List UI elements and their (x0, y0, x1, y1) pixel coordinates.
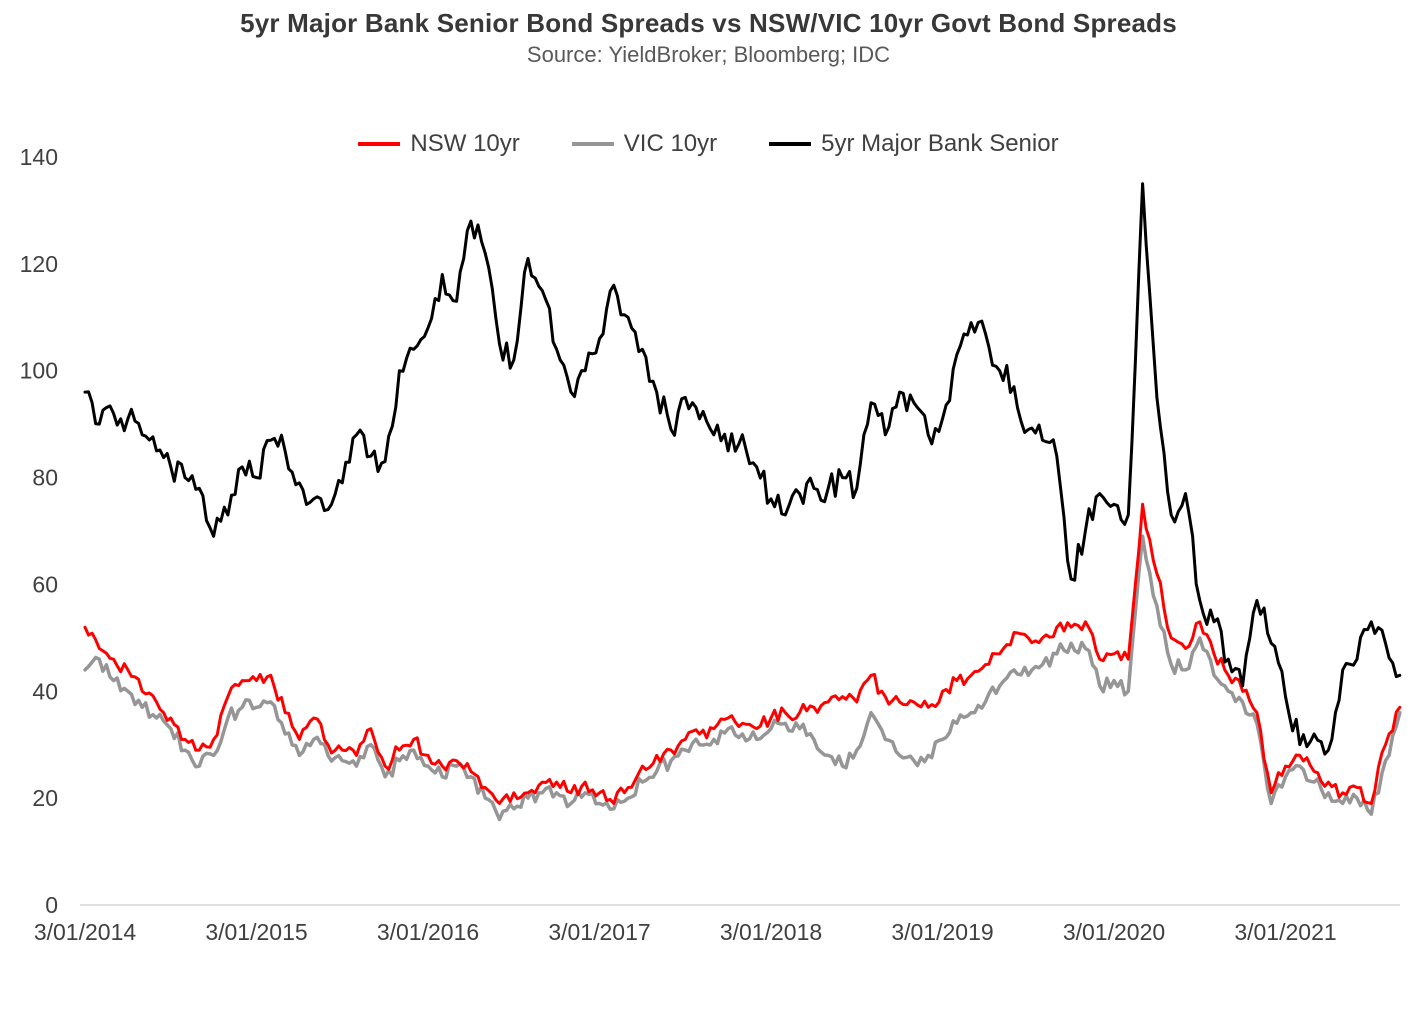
legend-line-swatch-bank (769, 142, 812, 146)
legend-line-swatch-vic (571, 142, 614, 146)
y-axis-tick-label: 20 (32, 785, 58, 811)
chart-title: 5yr Major Bank Senior Bond Spreads vs NS… (240, 8, 1177, 38)
series-line-5yr-major-bank-senior (83, 182, 1402, 756)
legend-label-vic: VIC 10yr (623, 130, 718, 157)
y-axis-tick-label: 60 (32, 571, 58, 597)
legend-line-swatch-nsw (358, 142, 401, 146)
x-axis-tick-label: 3/01/2021 (1234, 919, 1336, 945)
x-axis-tick-label: 3/01/2020 (1063, 919, 1165, 945)
legend-item-vic-10yr: VIC 10yr (571, 130, 718, 158)
x-axis-tick-label: 3/01/2015 (205, 919, 307, 945)
x-axis-tick-label: 3/01/2018 (720, 919, 822, 945)
legend-item-bank-senior: 5yr Major Bank Senior (769, 130, 1059, 158)
y-axis-tick-label: 100 (20, 358, 58, 384)
chart-subtitle: Source: YieldBroker; Bloomberg; IDC (526, 42, 891, 67)
series-line-nsw-10yr (83, 502, 1402, 805)
x-axis-tick-label: 3/01/2016 (377, 919, 479, 945)
y-axis-tick-label: 40 (32, 678, 58, 704)
x-axis-tick-label: 3/01/2019 (891, 919, 993, 945)
legend-label-bank: 5yr Major Bank Senior (821, 130, 1059, 157)
y-axis-tick-label: 80 (32, 465, 58, 491)
x-axis-tick-label: 3/01/2017 (548, 919, 650, 945)
series-line-vic-10yr (83, 534, 1402, 822)
y-axis-tick-label: 0 (45, 892, 58, 918)
legend-label-nsw: NSW 10yr (410, 130, 520, 157)
y-axis-tick-label: 140 (20, 144, 58, 170)
x-axis-tick-label: 3/01/2014 (34, 919, 137, 945)
chart-legend: NSW 10yr VIC 10yr 5yr Major Bank Senior (0, 130, 1417, 158)
legend-item-nsw-10yr: NSW 10yr (358, 130, 520, 158)
y-axis-tick-label: 120 (20, 251, 58, 277)
